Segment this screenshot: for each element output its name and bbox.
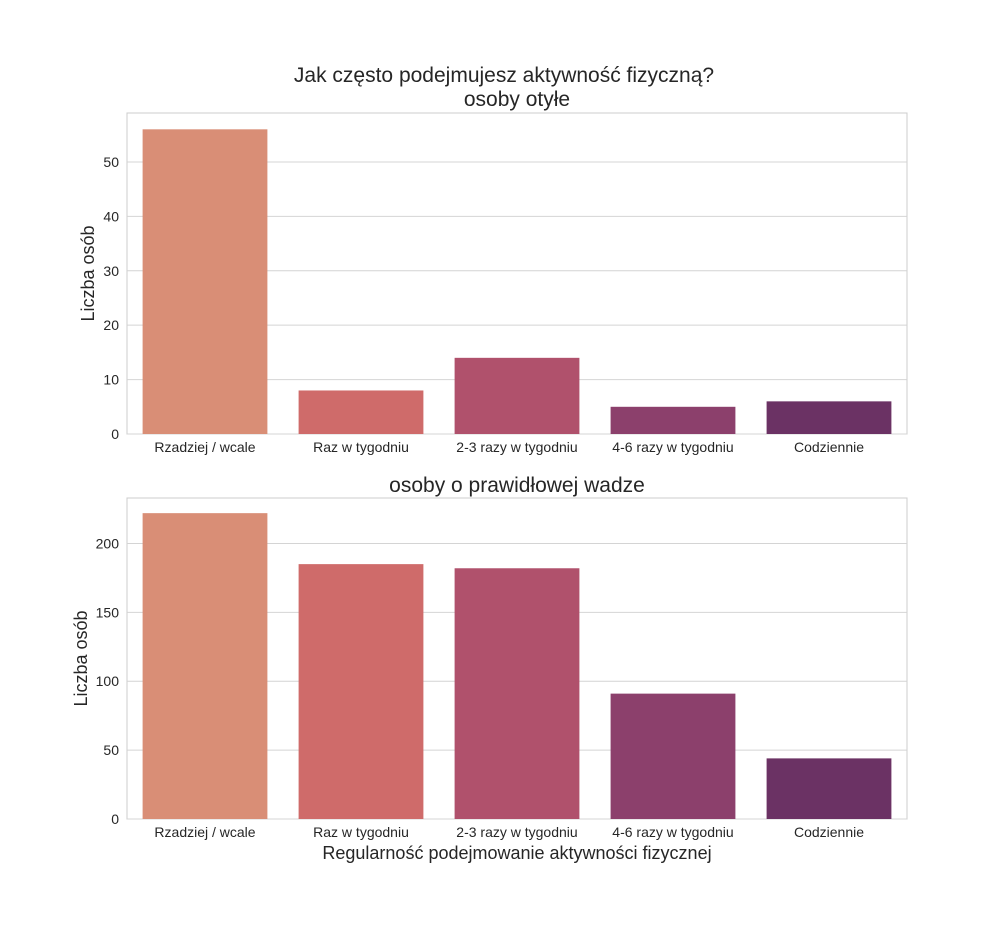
x-tick-label: Raz w tygodniu [313, 824, 409, 840]
y-axis-label: Liczba osób [78, 225, 98, 321]
y-tick-label: 150 [96, 604, 120, 620]
bar [142, 129, 268, 435]
figure-title: Jak często podejmujesz aktywność fizyczn… [293, 64, 715, 87]
x-tick-labels: Rzadziej / wcale Raz w tygodniu 2-3 razy w… [154, 439, 864, 455]
x-tick-label: Rzadziej / wcale [154, 824, 255, 840]
bar [454, 357, 580, 434]
bar [610, 406, 736, 434]
bar [298, 390, 424, 434]
chart-panel-normal-weight: 0 50 100 150 200 Rzadziej / wcale Raz w tygod… [71, 474, 908, 863]
x-tick-label: Rzadziej / wcale [154, 439, 255, 455]
x-tick-label: 4-6 razy w tygodniu [612, 824, 733, 840]
bars [142, 513, 892, 819]
y-tick-labels: 0 50 100 150 200 [96, 535, 120, 827]
bar [298, 564, 424, 819]
x-tick-label: Codziennie [794, 824, 864, 840]
x-tick-label: Codziennie [794, 439, 864, 455]
bars [142, 129, 892, 435]
bar [454, 568, 580, 819]
bar [142, 513, 268, 819]
y-tick-label: 30 [103, 263, 119, 279]
bar [766, 401, 892, 434]
y-tick-label: 100 [96, 673, 120, 689]
x-tick-labels: Rzadziej / wcale Raz w tygodniu 2-3 razy w… [154, 824, 864, 840]
y-tick-label: 0 [111, 811, 119, 827]
y-tick-label: 20 [103, 317, 119, 333]
y-tick-label: 50 [103, 154, 119, 170]
bar [766, 758, 892, 819]
y-tick-label: 50 [103, 742, 119, 758]
x-axis-label: Regularność podejmowanie aktywności fizy… [322, 843, 711, 863]
y-tick-label: 10 [103, 372, 119, 388]
y-tick-label: 200 [96, 535, 120, 551]
y-axis-label: Liczba osób [71, 610, 91, 706]
bar [610, 693, 736, 819]
x-tick-label: 2-3 razy w tygodniu [456, 439, 577, 455]
x-tick-label: 2-3 razy w tygodniu [456, 824, 577, 840]
x-tick-label: Raz w tygodniu [313, 439, 409, 455]
panel-title: osoby o prawidłowej wadze [389, 474, 645, 497]
y-tick-label: 40 [103, 208, 119, 224]
x-tick-label: 4-6 razy w tygodniu [612, 439, 733, 455]
y-tick-label: 0 [111, 426, 119, 442]
y-tick-labels: 0 10 20 30 40 50 [103, 154, 119, 442]
panel-title: osoby otyłe [464, 88, 570, 111]
chart-panel-obese: 0 10 20 30 40 50 Rzadziej / wcale Raz w tygodn… [78, 88, 908, 455]
